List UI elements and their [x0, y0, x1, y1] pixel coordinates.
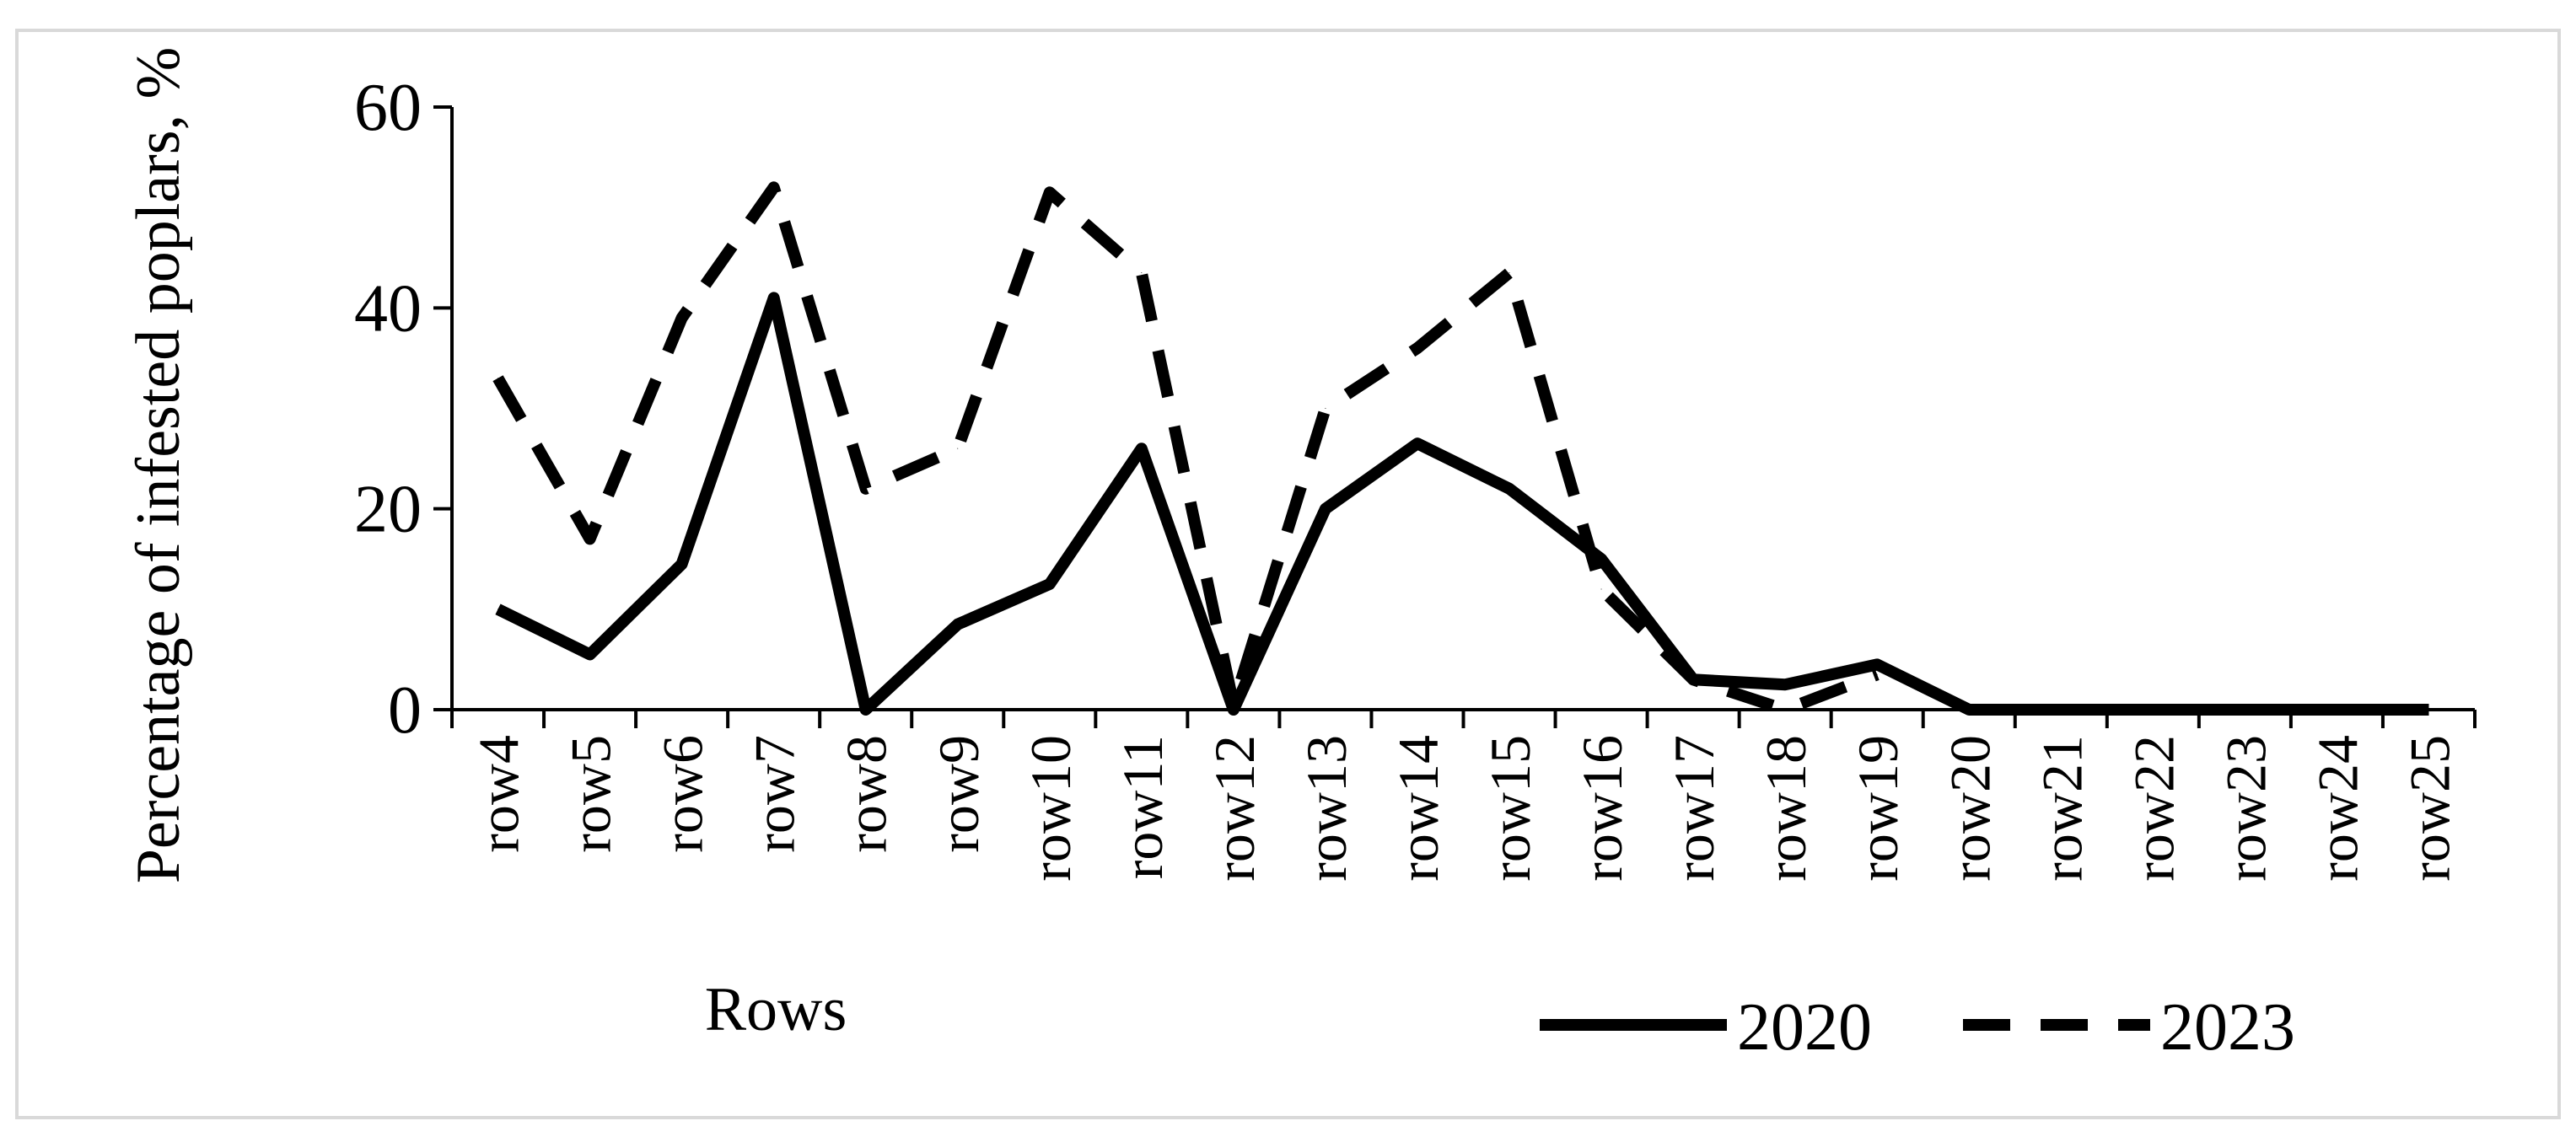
x-tick-label-row6: row6: [651, 735, 715, 853]
series-line-2020: [495, 292, 2429, 716]
data-point-2020-row8: [865, 709, 867, 711]
x-tick-label-row8: row8: [835, 735, 899, 853]
x-axis-title: Rows: [705, 975, 847, 1044]
chart-frame: [15, 29, 2561, 1119]
x-tick-label-row14: row14: [1386, 735, 1450, 882]
data-point-2020-row21: [2060, 709, 2062, 711]
data-point-2020-row20: [1968, 709, 1970, 711]
data-point-2020-row5: [589, 653, 591, 655]
data-point-2020-row13: [1325, 508, 1326, 510]
x-tick-label-row24: row24: [2305, 735, 2369, 882]
x-tick-label-row4: row4: [467, 735, 531, 853]
data-point-2020-row6: [681, 563, 683, 565]
series-layer: [492, 181, 2429, 716]
x-tick-label-row15: row15: [1478, 735, 1542, 882]
data-point-2020-row10: [1049, 583, 1051, 585]
x-tick-label-row16: row16: [1570, 735, 1634, 882]
series-line-2023: [492, 181, 1880, 716]
data-point-2023-row19: [1876, 673, 1878, 675]
x-tick-label-row5: row5: [559, 735, 623, 853]
x-tick-label-row21: row21: [2030, 735, 2094, 882]
data-point-2023-row8: [865, 488, 867, 490]
data-point-2023-row13: [1325, 408, 1326, 409]
data-point-2023-row16: [1600, 588, 1602, 590]
x-tick-label-row13: row13: [1294, 735, 1358, 882]
data-point-2020-row11: [1141, 448, 1143, 449]
x-tick-label-row11: row11: [1111, 735, 1175, 879]
data-point-2020-row16: [1600, 558, 1602, 560]
data-point-2023-row10: [1049, 191, 1051, 193]
legend-label-2020: 2020: [1737, 990, 1872, 1065]
y-tick-label-40: 40: [354, 271, 422, 346]
data-point-2020-row22: [2152, 709, 2154, 711]
x-tick-label-row10: row10: [1019, 735, 1083, 882]
data-point-2020-row19: [1876, 663, 1878, 665]
x-tick-label-row22: row22: [2122, 735, 2186, 882]
x-tick-label-row12: row12: [1202, 735, 1266, 882]
x-tick-label-row25: row25: [2397, 735, 2461, 882]
x-tick-label-row20: row20: [1938, 735, 2002, 882]
legend: 2020 2023: [1540, 990, 2295, 1065]
y-ticks: 0 20 40 60: [354, 71, 452, 748]
data-point-2020-row15: [1508, 488, 1510, 490]
data-point-2023-row6: [681, 317, 683, 319]
x-tick-label-row7: row7: [743, 735, 807, 853]
data-point-2020-row12: [1233, 709, 1234, 711]
legend-label-2023: 2023: [2160, 990, 2295, 1065]
y-axis-title: Percentage of infested poplars, %: [124, 47, 193, 883]
y-tick-label-60: 60: [354, 71, 422, 145]
x-ticks: row4 row5 row6 row7 row8 row9 row10 row11 row12 r…: [450, 710, 2477, 882]
x-tick-label-row9: row9: [927, 735, 991, 853]
data-point-2020-row9: [957, 624, 959, 625]
x-tick-label-row19: row19: [1846, 735, 1910, 882]
data-point-2023-row18: [1784, 709, 1786, 711]
x-tick-label-row17: row17: [1662, 735, 1726, 882]
data-point-2023-row7: [773, 186, 775, 188]
data-point-2020-row18: [1784, 684, 1786, 685]
data-point-2023-row17: [1692, 678, 1694, 680]
y-tick-label-0: 0: [388, 673, 422, 748]
data-point-2023-row11: [1141, 272, 1143, 274]
x-tick-label-row23: row23: [2213, 735, 2278, 882]
x-tick-label-row18: row18: [1754, 735, 1818, 882]
data-point-2023-row9: [957, 448, 959, 449]
data-point-2020-row25: [2428, 709, 2429, 711]
y-tick-label-20: 20: [354, 473, 422, 547]
data-point-2023-row15: [1508, 272, 1510, 274]
